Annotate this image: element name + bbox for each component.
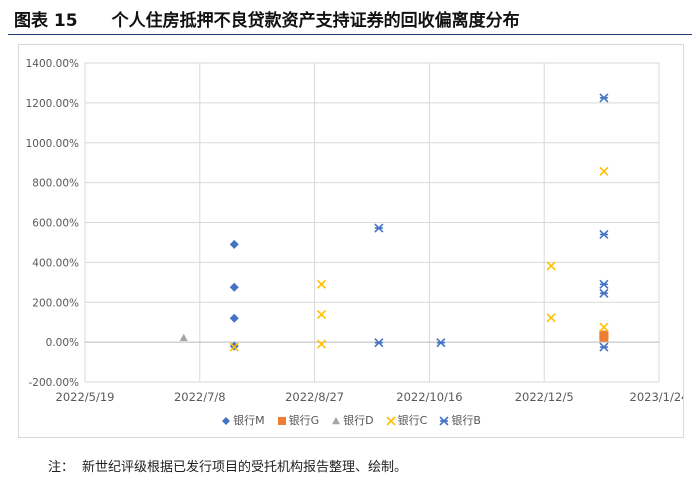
- legend-marker: [222, 417, 231, 425]
- legend-label: 银行C: [397, 414, 428, 427]
- series-2: [179, 333, 188, 341]
- data-point: [599, 229, 609, 240]
- data-point: [229, 239, 239, 249]
- data-point: [436, 338, 446, 348]
- data-point: [229, 342, 239, 352]
- data-point: [599, 279, 609, 289]
- data-point: [229, 313, 239, 323]
- legend-marker: [439, 416, 449, 426]
- x-tick-label: 2022/8/27: [285, 390, 344, 404]
- data-point: [316, 310, 327, 320]
- data-point: [546, 313, 556, 323]
- legend-label: 银行G: [288, 414, 320, 427]
- data-point: [546, 261, 556, 271]
- series-3: [229, 166, 609, 352]
- note-text: 新世纪评级根据已发行项目的受托机构报告整理、绘制。: [82, 460, 408, 475]
- data-point: [599, 342, 609, 352]
- series-1: [599, 330, 609, 342]
- legend-item: 银行M: [221, 412, 265, 428]
- legend-label: 银行M: [233, 414, 265, 427]
- y-tick-label: 1400.00%: [26, 58, 79, 70]
- data-point: [599, 93, 609, 103]
- data-point: [316, 279, 327, 289]
- legend-label: 银行B: [451, 414, 481, 427]
- y-tick-label: 600.00%: [32, 218, 79, 230]
- x-tick-label: 2023/1/24: [630, 390, 683, 404]
- chart-legend: 银行M 银行G 银行D 银行C 银行B: [19, 412, 683, 428]
- data-point: [599, 322, 609, 332]
- data-point: [179, 333, 188, 341]
- data-point: [599, 332, 609, 342]
- legend-item: 银行D: [331, 412, 374, 428]
- legend-marker: [332, 417, 341, 425]
- series-4: [374, 93, 609, 352]
- data-point: [374, 223, 384, 233]
- legend-marker: [386, 416, 396, 426]
- legend-label: 银行D: [343, 414, 374, 427]
- y-tick-label: 1000.00%: [26, 138, 79, 150]
- chart-area: -200.00% 0.00% 200.00% 400.00% 600.00% 800.00…: [18, 44, 684, 438]
- y-tick-label: 1200.00%: [26, 98, 79, 110]
- legend-item: 银行C: [386, 412, 428, 428]
- legend-marker: [277, 417, 286, 425]
- data-point: [374, 338, 384, 348]
- figure-title: 图表 15 个人住房抵押不良贷款资产支持证券的回收偏离度分布: [14, 11, 520, 31]
- x-tick-label: 2022/10/16: [396, 390, 462, 404]
- data-point: [229, 282, 239, 292]
- legend-item: 银行G: [277, 412, 320, 428]
- scatter-chart: -200.00% 0.00% 200.00% 400.00% 600.00% 800.00…: [26, 58, 683, 404]
- legend-item: 银行B: [439, 412, 481, 428]
- x-tick-label: 2022/12/5: [515, 390, 574, 404]
- y-tick-label: 200.00%: [32, 297, 79, 309]
- series-0: [229, 239, 239, 351]
- note-label: 注：: [48, 460, 75, 475]
- x-tick-label: 2022/7/8: [174, 390, 226, 404]
- y-tick-label: 800.00%: [32, 178, 79, 190]
- y-tick-label: -200.00%: [28, 377, 79, 389]
- data-point: [599, 166, 609, 176]
- data-point: [316, 339, 327, 349]
- title-divider: [8, 34, 692, 35]
- y-tick-label: 0.00%: [46, 337, 79, 349]
- figure-note: 注： 新世纪评级根据已发行项目的受托机构报告整理、绘制。: [48, 456, 407, 475]
- x-tick-label: 2022/5/19: [56, 390, 115, 404]
- y-tick-label: 400.00%: [32, 257, 79, 269]
- data-point: [599, 288, 609, 298]
